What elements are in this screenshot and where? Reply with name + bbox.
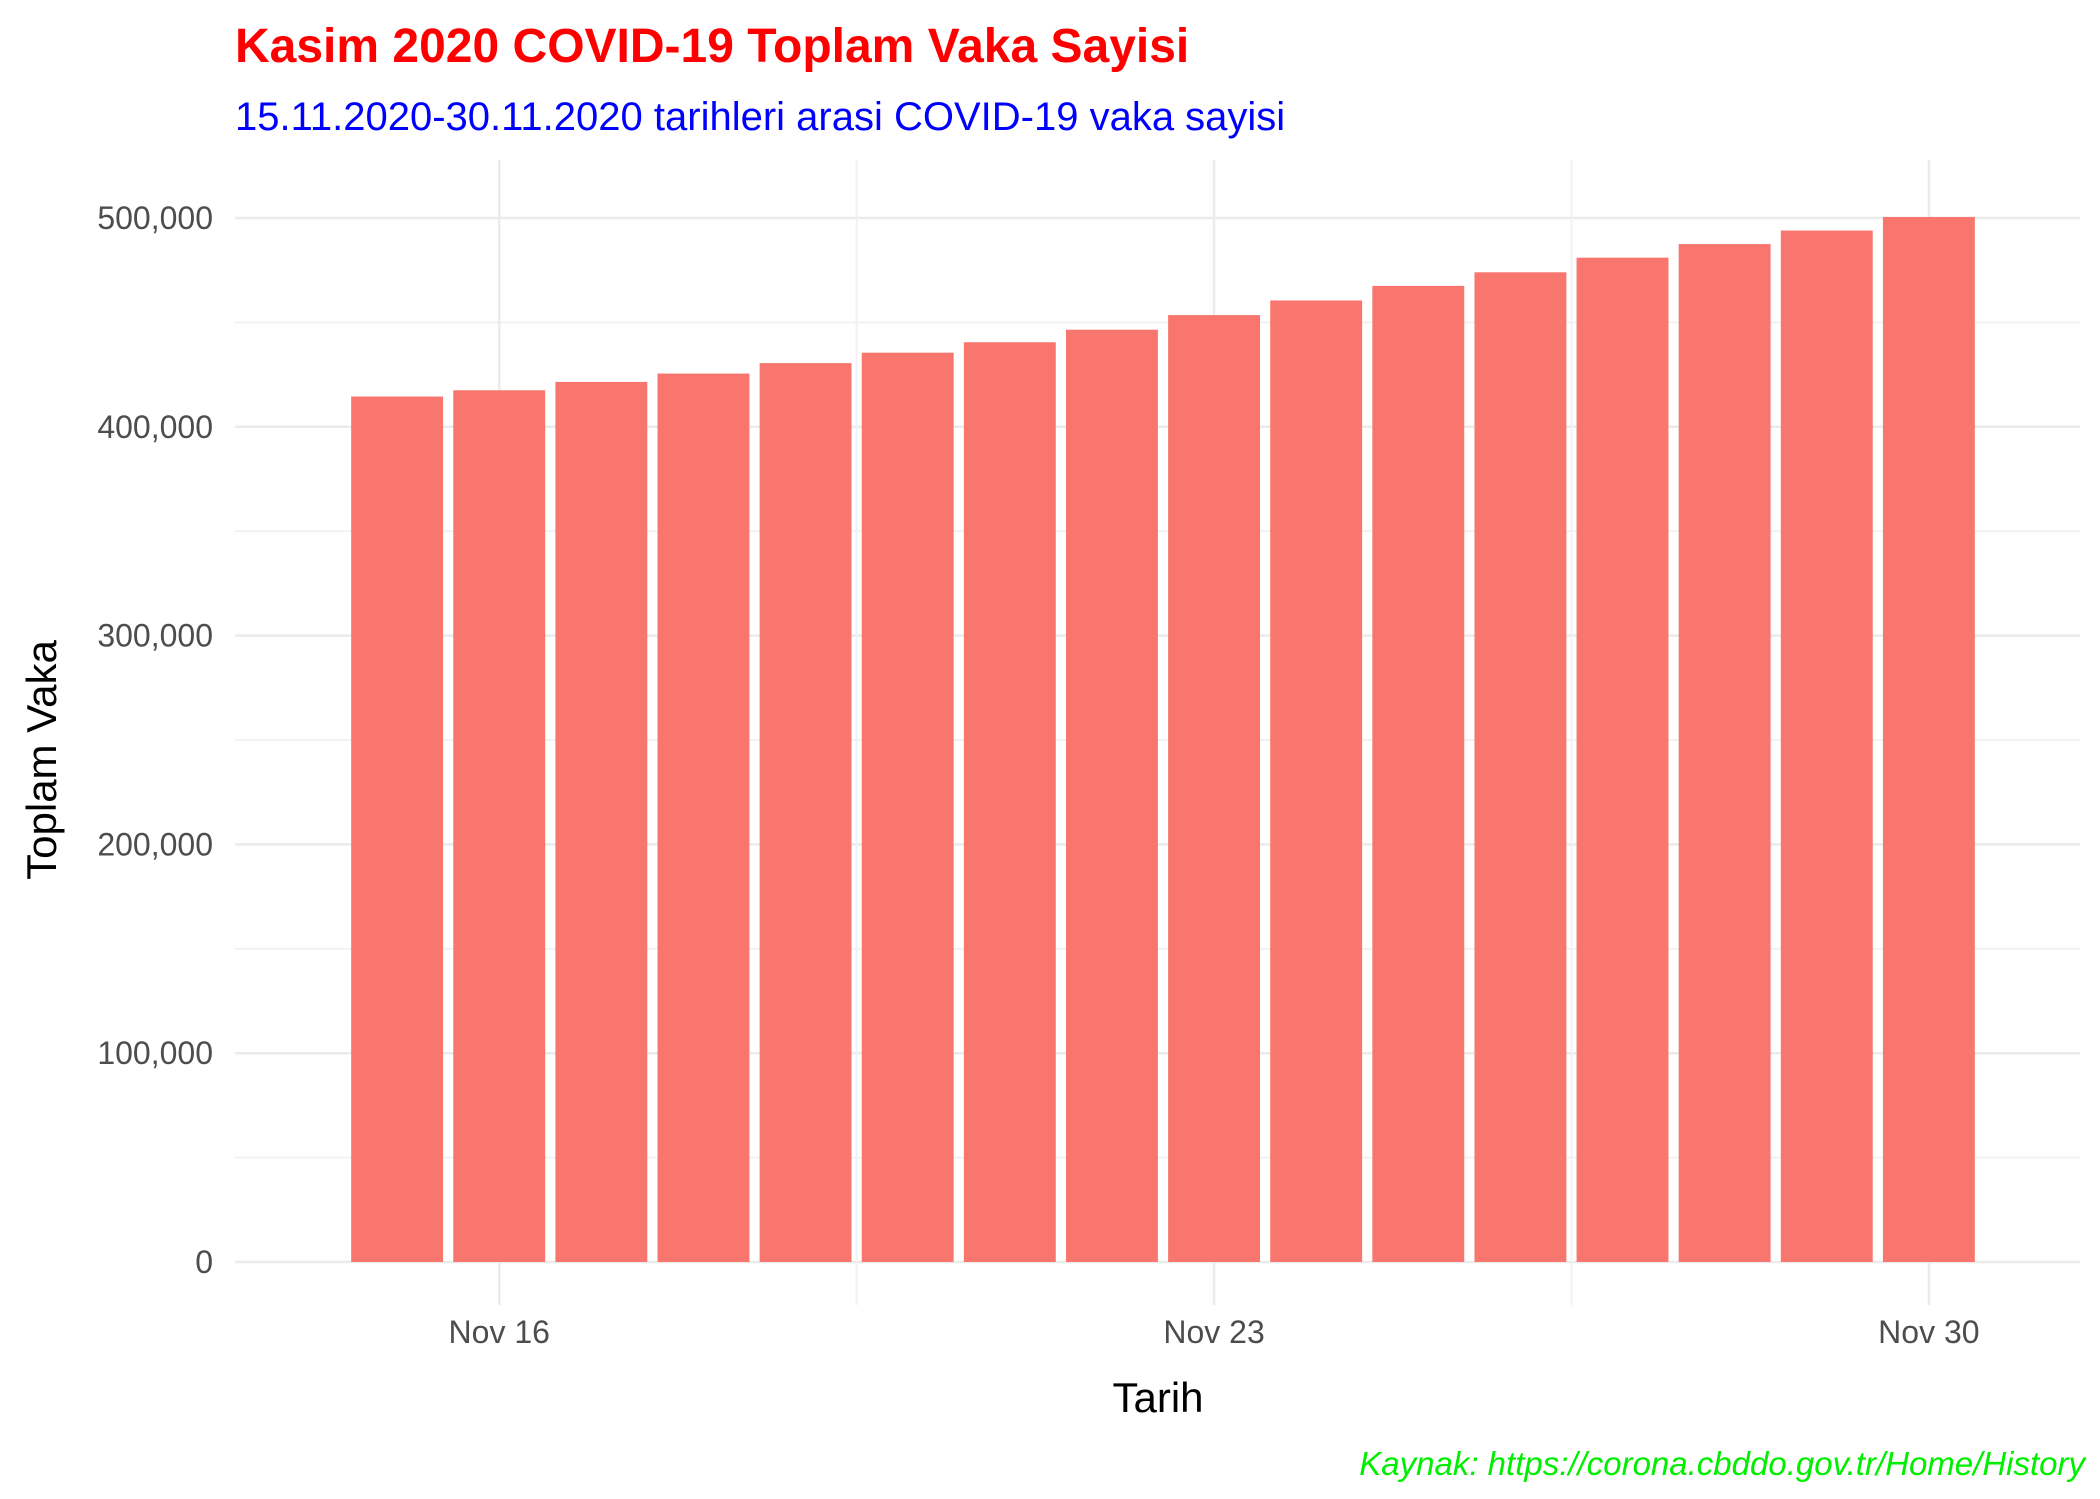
y-tick-label: 300,000 [97,618,213,654]
y-tick-label: 400,000 [97,409,213,445]
x-tick-label: Nov 23 [1163,1314,1264,1350]
chart-subtitle: 15.11.2020-30.11.2020 tarihleri arasi CO… [235,95,1285,139]
bar [759,363,852,1263]
bar [555,381,648,1263]
bar [1474,272,1567,1263]
bar [351,396,444,1262]
bar [1168,315,1261,1262]
x-axis-ticks: Nov 16 Nov 23 Nov 30 [449,1314,1980,1350]
y-tick-label: 100,000 [97,1035,213,1071]
bar [861,352,954,1262]
bar [1882,216,1975,1262]
x-tick-label: Nov 30 [1878,1314,1979,1350]
x-axis-title: Tarih [1112,1374,1203,1421]
y-axis-title: Toplam Vaka [18,640,65,880]
bars [351,216,1975,1263]
bar [963,342,1056,1263]
bar [1576,257,1669,1262]
y-tick-label: 500,000 [97,200,213,236]
bar [1065,329,1158,1262]
chart-caption: Kaynak: https://corona.cbddo.gov.tr/Home… [1359,1445,2087,1482]
bar [657,373,750,1262]
chart-title: Kasim 2020 COVID-19 Toplam Vaka Sayisi [235,20,1189,73]
x-tick-label: Nov 16 [449,1314,550,1350]
bar [1780,230,1873,1263]
y-tick-label: 200,000 [97,826,213,862]
bar [453,390,546,1262]
bar [1372,285,1465,1262]
y-tick-label: 0 [195,1244,213,1280]
y-axis-ticks: 0 100,000 200,000 300,000 400,000 500,000 [97,200,213,1280]
bar [1678,244,1771,1263]
bar [1270,300,1363,1262]
